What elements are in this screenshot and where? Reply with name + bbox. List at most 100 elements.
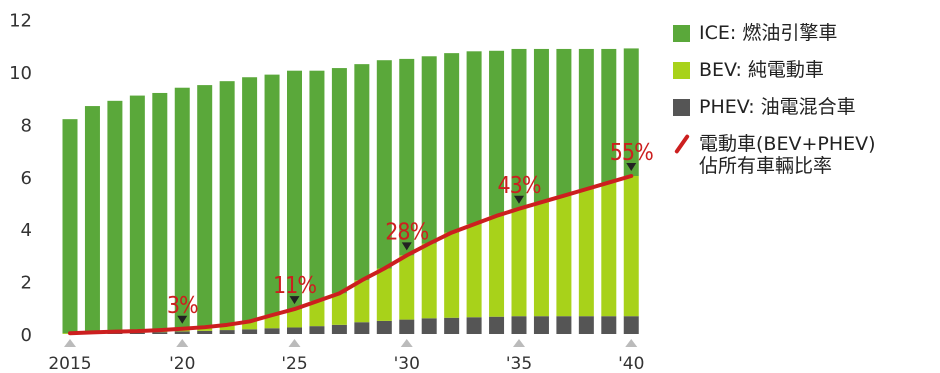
y-tick-label: 6 bbox=[21, 168, 32, 189]
bar-segment-bev bbox=[354, 280, 370, 323]
x-tick-label: '30 bbox=[394, 354, 420, 373]
bar-segment-ice bbox=[197, 85, 213, 328]
bar-segment-phev bbox=[309, 326, 325, 334]
bar-segment-phev bbox=[533, 316, 549, 334]
bar-segment-phev bbox=[129, 332, 145, 334]
bar-segment-phev bbox=[197, 330, 213, 334]
y-tick-label: 12 bbox=[9, 11, 32, 32]
annotation-marker bbox=[177, 315, 188, 324]
ev-share-line bbox=[68, 174, 634, 336]
bar-segment-ice bbox=[578, 48, 594, 190]
bar-segment-ice bbox=[354, 64, 370, 281]
bar-segment-phev bbox=[556, 316, 572, 334]
bar-segment-bev bbox=[421, 243, 437, 319]
y-tick-label: 4 bbox=[21, 220, 32, 241]
legend-label-ev-share-line2: 佔所有車輛比率 bbox=[699, 155, 833, 177]
bar-segment-phev bbox=[623, 316, 639, 334]
bar-segment-ice bbox=[129, 95, 145, 332]
bar-segment-ice bbox=[242, 77, 258, 322]
bar-segment-bev bbox=[533, 202, 549, 317]
y-tick-label: 0 bbox=[21, 325, 32, 346]
bar-segment-ice bbox=[376, 60, 392, 269]
bar-segment-ice bbox=[601, 48, 617, 183]
bar-segment-phev bbox=[376, 320, 392, 334]
x-tick-marker bbox=[625, 339, 638, 347]
bar-segment-ice bbox=[62, 119, 78, 334]
x-tick-marker bbox=[176, 339, 189, 347]
legend-item-phev: PHEV: 油電混合車 bbox=[673, 96, 935, 133]
annotation-label: 43% bbox=[498, 173, 541, 199]
bar-segment-bev bbox=[601, 182, 617, 317]
bar-segment-ice bbox=[174, 87, 190, 329]
legend: ICE: 燃油引擎車 BEV: 純電動車 PHEV: 油電混合車 電動車(BEV… bbox=[673, 22, 935, 177]
bar-segment-bev bbox=[578, 189, 594, 317]
bar-segment-bev bbox=[331, 293, 347, 325]
bar-segment-phev bbox=[242, 329, 258, 334]
bar-segment-bev bbox=[219, 324, 235, 331]
bar-segment-ice bbox=[489, 50, 505, 216]
legend-swatch-bev bbox=[673, 62, 690, 79]
bar-segment-bev bbox=[376, 268, 392, 321]
legend-item-ev-share: 電動車(BEV+PHEV) 佔所有車輛比率 bbox=[673, 133, 935, 177]
legend-label-ev-share: 電動車(BEV+PHEV) 佔所有車輛比率 bbox=[699, 133, 876, 177]
x-tick-label: '40 bbox=[618, 354, 644, 373]
bar-segment-ice bbox=[533, 48, 549, 203]
bar-segment-bev bbox=[623, 176, 639, 317]
bar-segment-ice bbox=[511, 48, 527, 209]
legend-swatch-ice bbox=[673, 25, 690, 42]
bar-segment-bev bbox=[556, 195, 572, 317]
annotation-label: 3% bbox=[167, 293, 198, 319]
bar-segment-ice bbox=[444, 53, 460, 233]
bar-segment-phev bbox=[174, 331, 190, 334]
annotation-marker bbox=[289, 296, 300, 305]
bar-segment-phev bbox=[354, 322, 370, 334]
bar-segment-ice bbox=[264, 74, 280, 316]
bar-segment-phev bbox=[331, 324, 347, 334]
bar-segment-ice bbox=[466, 51, 482, 225]
annotation-label: 11% bbox=[273, 273, 316, 299]
x-tick-marker bbox=[64, 339, 76, 347]
y-tick-label: 8 bbox=[21, 115, 32, 136]
legend-label-bev: BEV: 純電動車 bbox=[699, 59, 824, 81]
annotation-marker bbox=[514, 195, 524, 204]
legend-label-ev-share-line1: 電動車(BEV+PHEV) bbox=[699, 133, 876, 155]
legend-line-icon bbox=[673, 133, 691, 155]
y-tick-label: 10 bbox=[9, 63, 32, 84]
bar-segment-ice bbox=[219, 81, 235, 325]
bar-segment-bev bbox=[466, 224, 482, 318]
bar-segment-bev bbox=[511, 208, 527, 317]
bar-segment-phev bbox=[399, 319, 415, 334]
legend-label-ice: ICE: 燃油引擎車 bbox=[699, 22, 838, 44]
bar-segment-phev bbox=[511, 316, 527, 334]
x-tick-label: '25 bbox=[281, 354, 307, 373]
bar-segment-bev bbox=[242, 321, 258, 330]
y-tick-label: 2 bbox=[21, 273, 32, 294]
bar-segment-phev bbox=[219, 330, 235, 334]
bar-segment-bev bbox=[264, 315, 280, 329]
annotation-marker bbox=[626, 163, 637, 172]
x-tick-label: '35 bbox=[506, 354, 532, 373]
bar-segment-phev bbox=[578, 316, 594, 334]
x-tick-marker bbox=[400, 339, 413, 347]
bar-segment-bev bbox=[444, 232, 460, 318]
bar-segment-bev bbox=[287, 309, 302, 328]
legend-swatch-phev bbox=[673, 99, 690, 116]
x-tick-marker bbox=[288, 339, 301, 347]
bar-segment-ice bbox=[107, 100, 123, 332]
x-tick-marker bbox=[513, 339, 525, 347]
bar-segment-phev bbox=[489, 316, 505, 334]
legend-item-bev: BEV: 純電動車 bbox=[673, 59, 935, 96]
bar-segment-ice bbox=[421, 56, 437, 244]
bar-segment-phev bbox=[466, 317, 482, 334]
bar-segment-ice bbox=[399, 58, 415, 256]
annotation-label: 28% bbox=[385, 219, 428, 245]
bar-segment-ice bbox=[84, 106, 100, 333]
bar-segment-phev bbox=[421, 318, 437, 334]
bar-segment-phev bbox=[444, 317, 460, 334]
bar-segment-phev bbox=[264, 328, 280, 334]
legend-label-phev: PHEV: 油電混合車 bbox=[699, 96, 856, 118]
bar-segment-bev bbox=[489, 215, 505, 317]
bar-segment-ice bbox=[152, 92, 168, 331]
x-tick-label: 2015 bbox=[48, 354, 91, 373]
bar-segment-phev bbox=[152, 332, 168, 334]
